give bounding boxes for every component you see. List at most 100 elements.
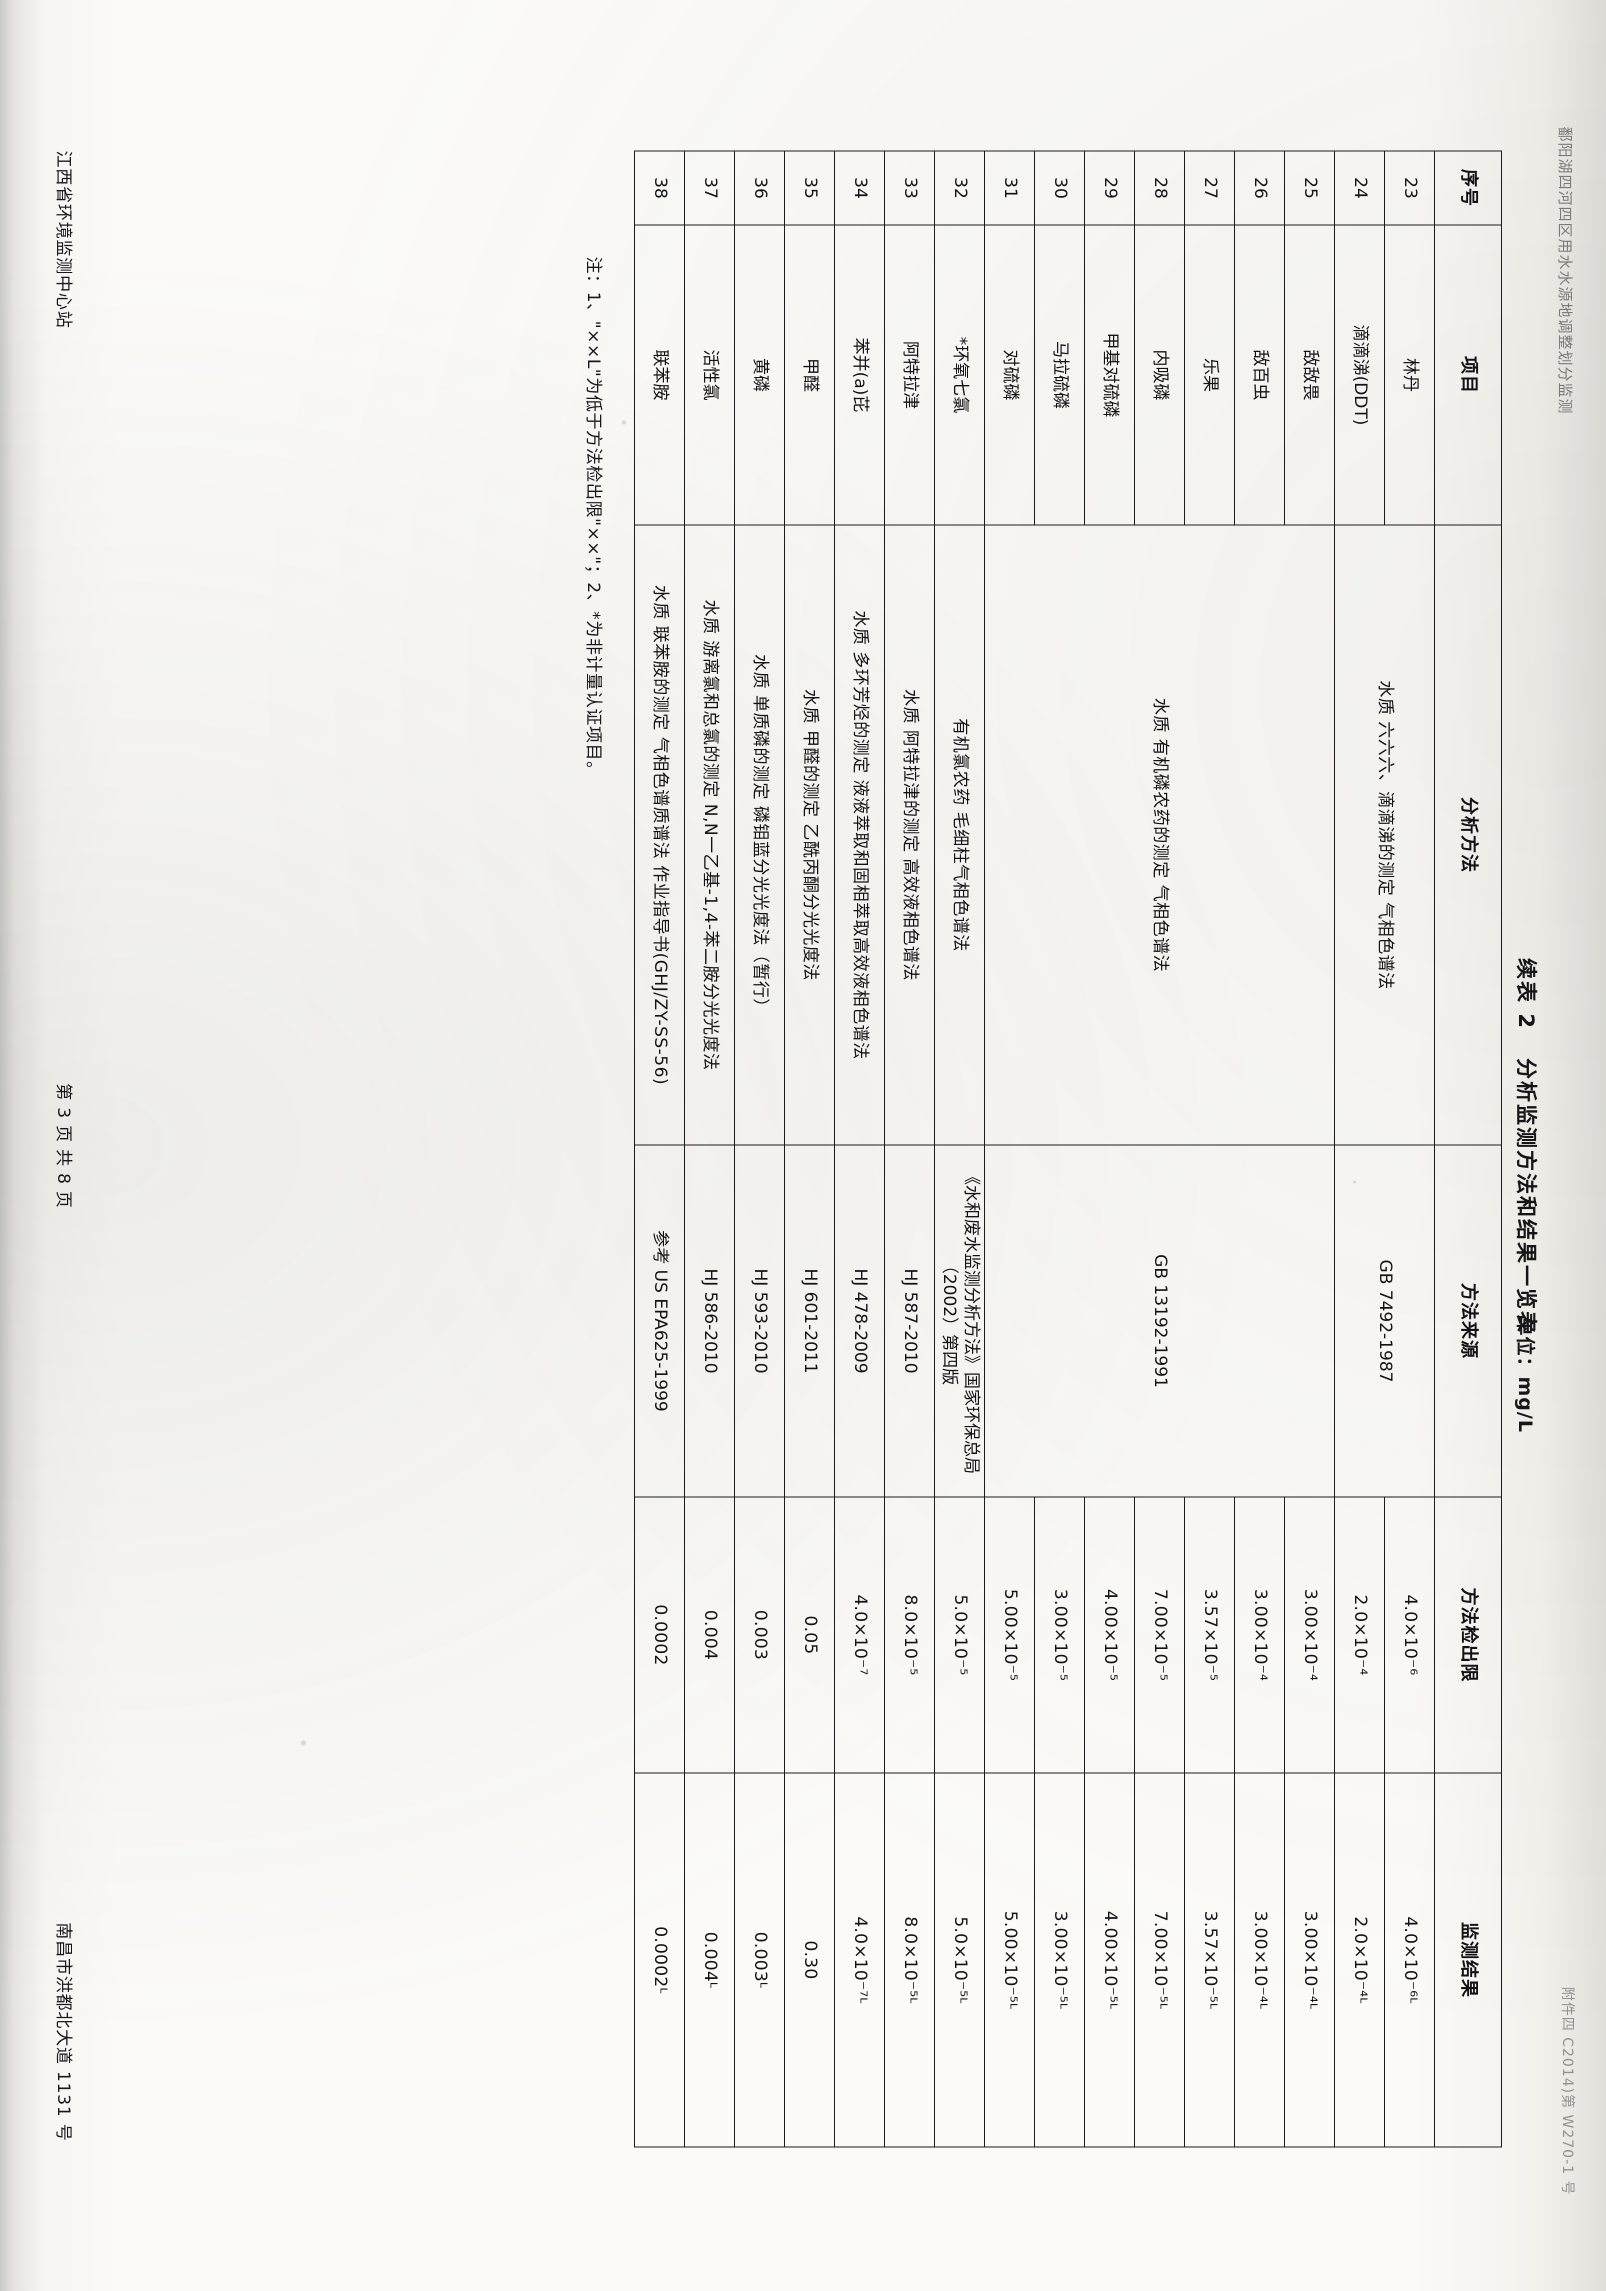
cell-item: *环氧七氯 — [934, 224, 985, 525]
table-row: 33 阿特拉津 水质 阿特拉津的测定 高效液相色谱法 HJ 587-2010 8.0×1… — [884, 150, 935, 2147]
cell-source: HJ 593-2010 — [734, 1144, 785, 1497]
cell-limit: 7.00×10⁻⁵ — [1134, 1496, 1185, 1773]
cell-result: 0.003ᴸ — [734, 1772, 785, 2147]
cell-method: 有机氯农药 毛细柱气相色谱法 — [934, 524, 985, 1145]
cell-result: 3.00×10⁻⁴ᴸ — [1284, 1772, 1335, 2147]
cell-method: 水质 六六六、滴滴涕的测定 气相色谱法 — [1334, 524, 1435, 1145]
cell-item: 甲基对硫磷 — [1084, 224, 1135, 525]
table-row: 35 甲醛 水质 甲醛的测定 乙酰丙酮分光光度法 HJ 601-2011 0.05 0.3… — [784, 150, 835, 2147]
col-header-no: 序号 — [1434, 150, 1502, 225]
cell-result: 3.00×10⁻⁵ᴸ — [1034, 1772, 1085, 2147]
monitoring-results-table: 序号 项目 分析方法 方法来源 方法检出限 监测结果 23 林丹 水质 六六六、滴滴… — [634, 150, 1502, 2147]
col-header-item: 项目 — [1434, 224, 1502, 525]
col-header-limit: 方法检出限 — [1434, 1496, 1502, 1773]
cell-limit: 0.003 — [734, 1496, 785, 1773]
caption-title: 分析监测方法和结果一览表 — [1514, 1057, 1538, 1334]
cell-result: 0.0002ᴸ — [634, 1772, 685, 2147]
cell-source: GB 7492-1987 — [1334, 1144, 1435, 1497]
scan-speck — [622, 420, 626, 424]
cell-result: 7.00×10⁻⁵ᴸ — [1134, 1772, 1185, 2147]
cell-method: 水质 多环芳烃的测定 液液萃取和固相萃取高效液相色谱法 — [834, 524, 885, 1145]
cell-result: 4.0×10⁻⁷ᴸ — [834, 1772, 885, 2147]
cell-source: GB 13192-1991 — [984, 1144, 1335, 1497]
cell-item: 甲醛 — [784, 224, 835, 525]
cell-item: 对硫磷 — [984, 224, 1035, 525]
cell-limit: 5.0×10⁻⁵ — [934, 1496, 985, 1773]
table-body: 23 林丹 水质 六六六、滴滴涕的测定 气相色谱法 GB 7492-1987 4.0×1… — [634, 150, 1435, 2147]
cell-no: 33 — [884, 150, 935, 225]
cell-method: 水质 阿特拉津的测定 高效液相色谱法 — [884, 524, 935, 1145]
cell-item: 苯并(a)芘 — [834, 224, 885, 525]
cell-source: 参考 US EPA625-1999 — [634, 1144, 685, 1497]
table-row: 32 *环氧七氯 有机氯农药 毛细柱气相色谱法 《水和废水监测分析方法》国家环保总局（… — [934, 150, 985, 2147]
cell-item: 敌百虫 — [1234, 224, 1285, 525]
cell-result: 5.0×10⁻⁵ᴸ — [934, 1772, 985, 2147]
scan-speck — [1353, 1180, 1356, 1183]
cell-no: 34 — [834, 150, 885, 225]
cell-limit: 0.004 — [684, 1496, 735, 1773]
cell-item: 联苯胺 — [634, 224, 685, 525]
cell-no: 38 — [634, 150, 685, 225]
cell-method: 水质 单质磷的测定 磷钼蓝分光光度法（暂行） — [734, 524, 785, 1145]
cell-method: 水质 联苯胺的测定 气相色谱质谱法 作业指导书(GHJ/ZY-SS-56) — [634, 524, 685, 1145]
cell-no: 30 — [1034, 150, 1085, 225]
table-caption: 续表 2 分析监测方法和结果一览表 — [1512, 0, 1542, 2291]
cell-limit: 8.0×10⁻⁵ — [884, 1496, 935, 1773]
cell-no: 35 — [784, 150, 835, 225]
caption-number: 续表 2 — [1514, 957, 1538, 1030]
cell-limit: 3.57×10⁻⁵ — [1184, 1496, 1235, 1773]
cell-no: 25 — [1284, 150, 1335, 225]
cell-method: 水质 有机磷农药的测定 气相色谱法 — [984, 524, 1335, 1145]
cell-result: 4.00×10⁻⁵ᴸ — [1084, 1772, 1135, 2147]
footer-page-number: 第 3 页 共 8 页 — [53, 1082, 73, 1209]
cell-item: 敌敌畏 — [1284, 224, 1335, 525]
table-header-row: 序号 项目 分析方法 方法来源 方法检出限 监测结果 — [1434, 150, 1502, 2147]
table-row: 38 联苯胺 水质 联苯胺的测定 气相色谱质谱法 作业指导书(GHJ/ZY-SS-5… — [634, 150, 685, 2147]
cell-item: 林丹 — [1384, 224, 1435, 525]
cell-limit: 3.00×10⁻⁴ — [1284, 1496, 1335, 1773]
cell-no: 36 — [734, 150, 785, 225]
cell-result: 5.00×10⁻⁵ᴸ — [984, 1772, 1035, 2147]
unit-label: 单位：mg/L — [1514, 1316, 1536, 1433]
document-header-right: 附件四 C2014)第 W270-1 号 — [1559, 1986, 1575, 2195]
cell-result: 0.004ᴸ — [684, 1772, 735, 2147]
table-notes: 注：1、"××L"为低于方法检出限"××"；2、*为非计量认证项目。 — [583, 256, 603, 779]
cell-item: 马拉硫磷 — [1034, 224, 1085, 525]
scan-speck — [301, 1740, 306, 1745]
cell-result: 0.30 — [784, 1772, 835, 2147]
table-row: 37 活性氯 水质 游离氯和总氯的测定 N,N一乙基-1,4-苯二胺分光光度法 HJ … — [684, 150, 735, 2147]
footer-organization: 江西省环境监测中心站 — [53, 150, 73, 328]
cell-item: 活性氯 — [684, 224, 735, 525]
col-header-method: 分析方法 — [1434, 524, 1502, 1145]
cell-limit: 3.00×10⁻⁵ — [1034, 1496, 1085, 1773]
cell-item: 阿特拉津 — [884, 224, 935, 525]
cell-no: 27 — [1184, 150, 1235, 225]
cell-source: HJ 478-2009 — [834, 1144, 885, 1497]
cell-result: 2.0×10⁻⁴ᴸ — [1334, 1772, 1385, 2147]
cell-limit: 4.00×10⁻⁵ — [1084, 1496, 1135, 1773]
cell-no: 31 — [984, 150, 1035, 225]
cell-item: 滴滴涕(DDT) — [1334, 224, 1385, 525]
cell-result: 3.57×10⁻⁵ᴸ — [1184, 1772, 1235, 2147]
cell-source: HJ 586-2010 — [684, 1144, 735, 1497]
table-row: 25 敌敌畏 水质 有机磷农药的测定 气相色谱法 GB 13192-1991 3.00×… — [984, 150, 1335, 2147]
table-row: 36 黄磷 水质 单质磷的测定 磷钼蓝分光光度法（暂行） HJ 593-2010 0.0… — [734, 150, 785, 2147]
col-header-source: 方法来源 — [1434, 1144, 1502, 1497]
cell-no: 29 — [1084, 150, 1135, 225]
col-header-result: 监测结果 — [1434, 1772, 1502, 2147]
cell-method: 水质 游离氯和总氯的测定 N,N一乙基-1,4-苯二胺分光光度法 — [684, 524, 735, 1145]
cell-item: 黄磷 — [734, 224, 785, 525]
cell-item: 乐果 — [1184, 224, 1235, 525]
cell-no: 37 — [684, 150, 735, 225]
table-row: 34 苯并(a)芘 水质 多环芳烃的测定 液液萃取和固相萃取高效液相色谱法 HJ 47… — [834, 150, 885, 2147]
cell-limit: 0.0002 — [634, 1496, 685, 1773]
cell-result: 3.00×10⁻⁴ᴸ — [1234, 1772, 1285, 2147]
cell-no: 24 — [1334, 150, 1385, 225]
cell-item: 内吸磷 — [1134, 224, 1185, 525]
cell-method: 水质 甲醛的测定 乙酰丙酮分光光度法 — [784, 524, 835, 1145]
cell-limit: 5.00×10⁻⁵ — [984, 1496, 1035, 1773]
cell-no: 23 — [1384, 150, 1435, 225]
